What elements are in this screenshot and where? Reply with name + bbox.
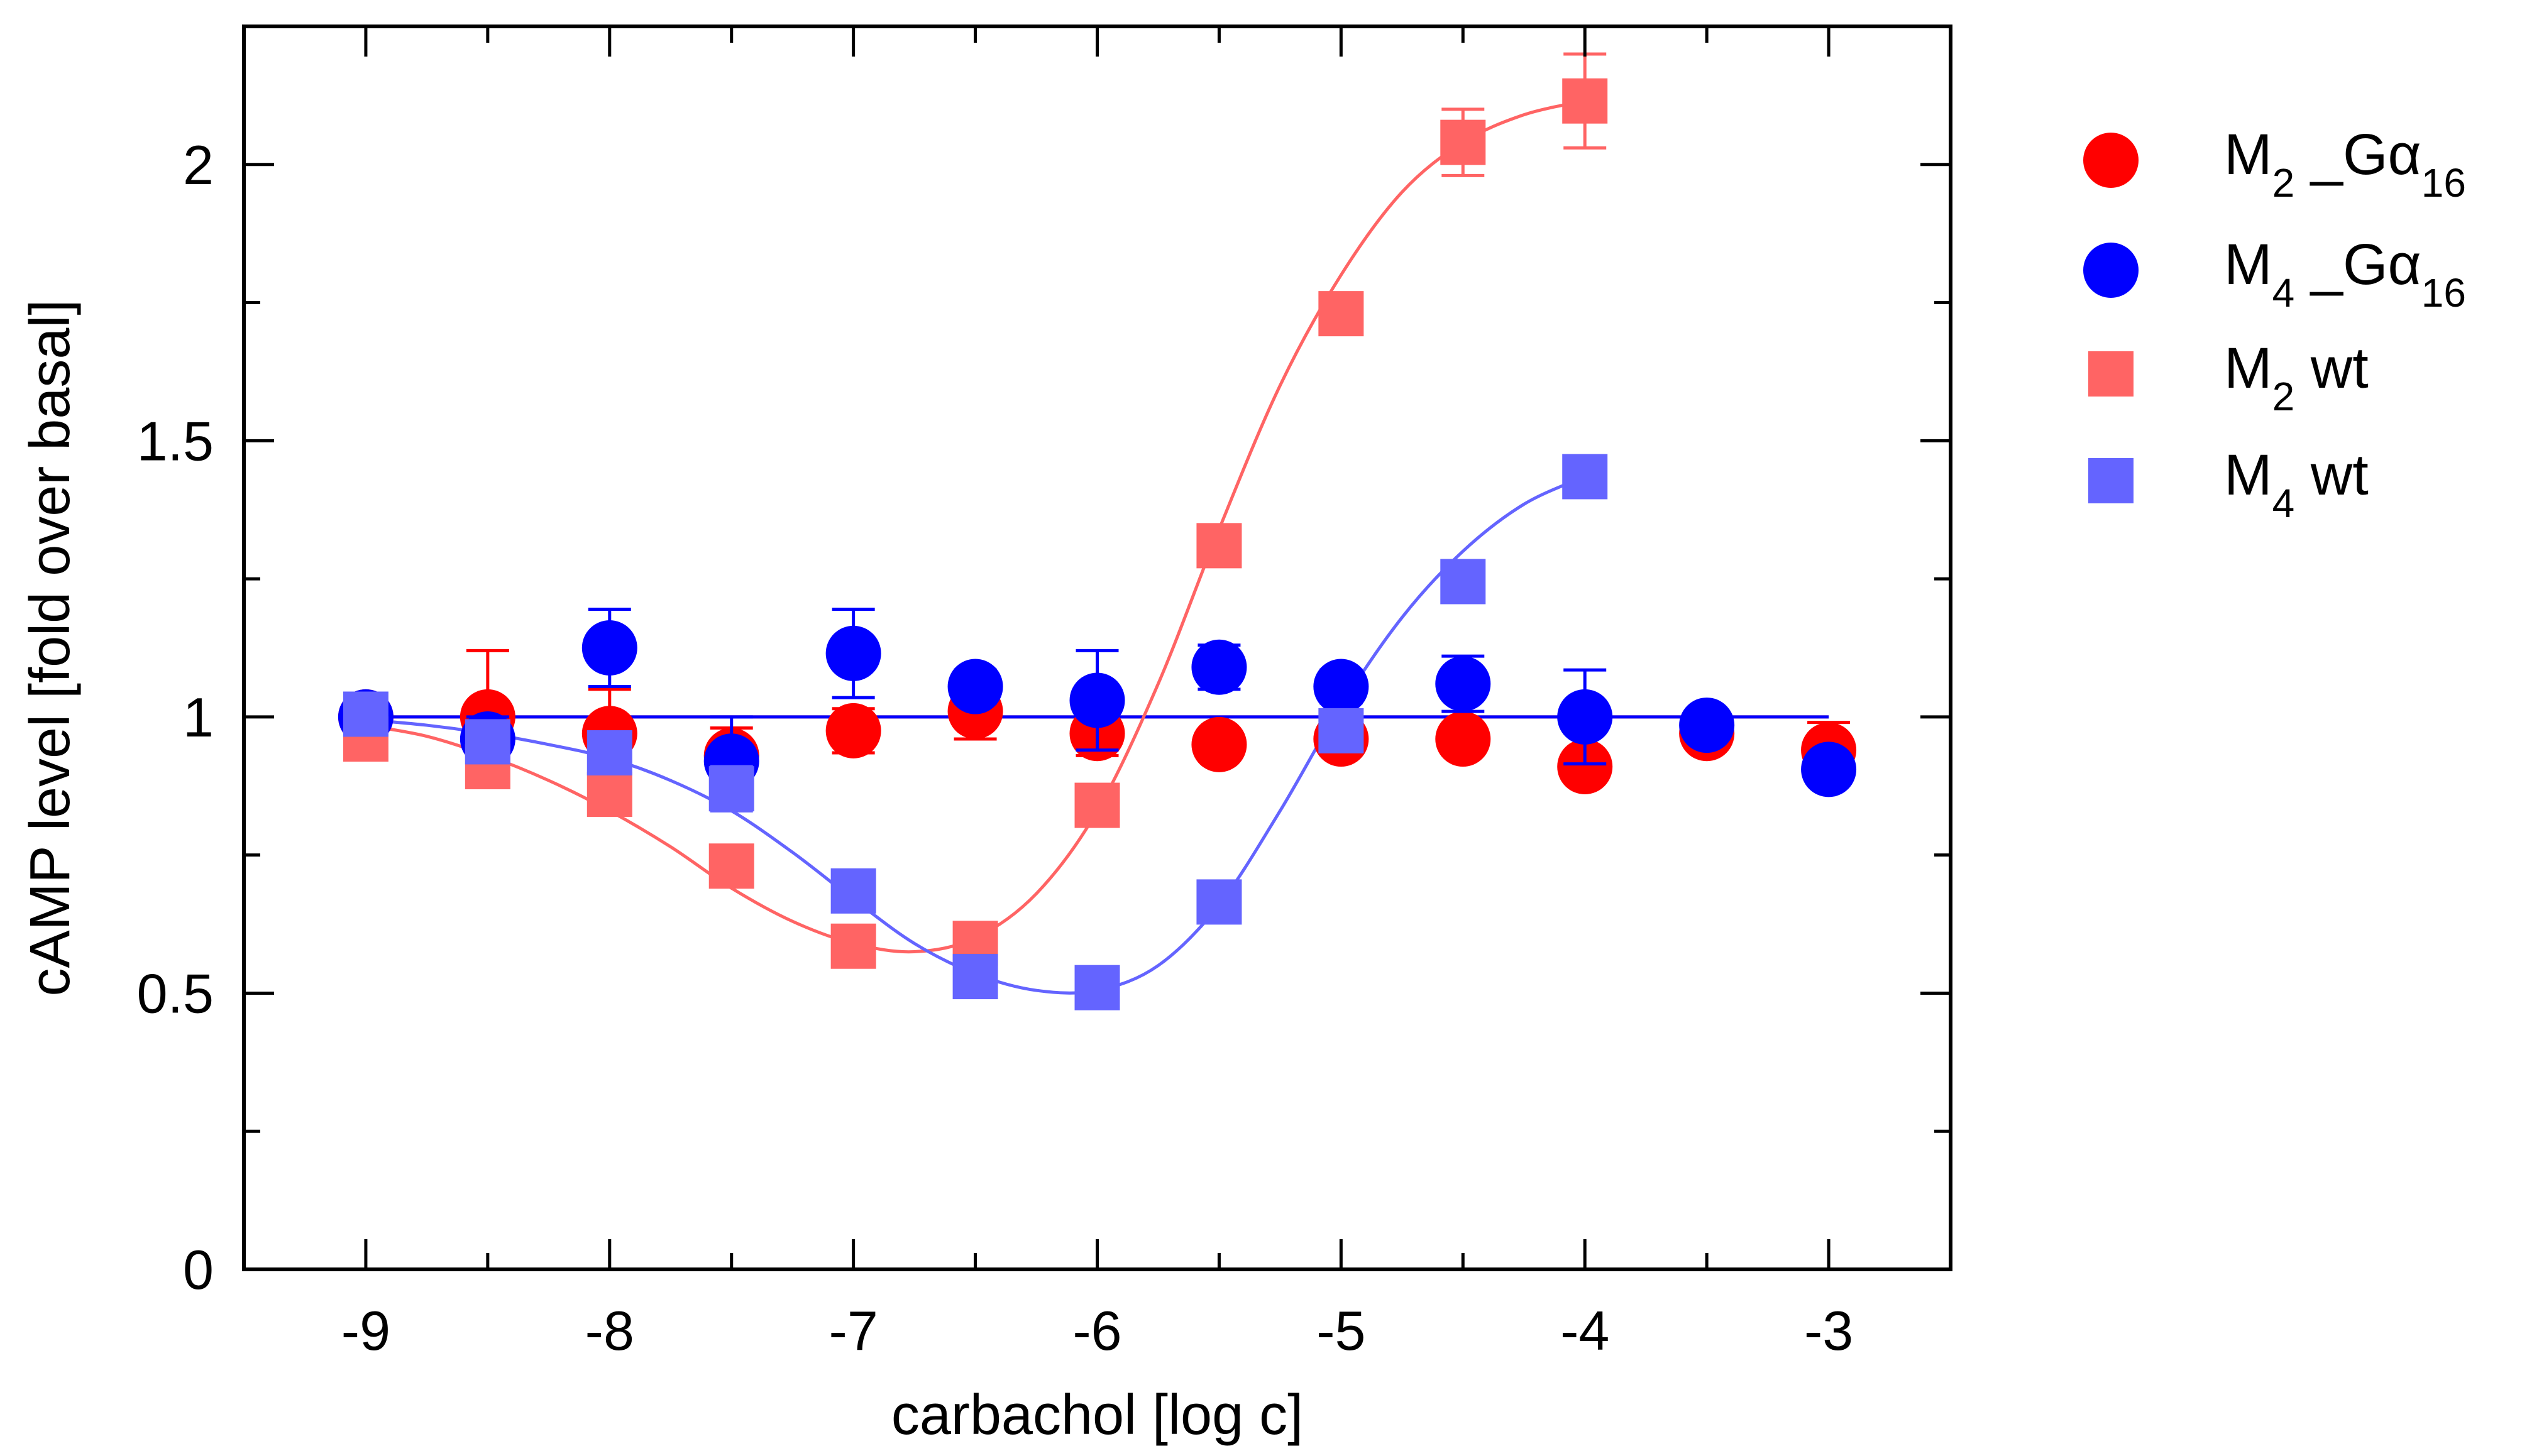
x-tick-label: -5 bbox=[1316, 1300, 1365, 1362]
legend-label-sub2: 16 bbox=[2421, 270, 2466, 315]
legend-label-main: M bbox=[2224, 336, 2272, 400]
legend-label: M2 _Gα16 bbox=[2224, 123, 2466, 205]
data-point bbox=[708, 843, 754, 889]
x-tick-label: -8 bbox=[585, 1300, 634, 1362]
legend-label-main: M bbox=[2224, 123, 2272, 187]
data-point bbox=[586, 771, 632, 817]
legend-label: M4 _Gα16 bbox=[2224, 233, 2466, 315]
legend-label-sub: 4 bbox=[2272, 270, 2295, 315]
data-point bbox=[581, 620, 637, 676]
data-point bbox=[708, 766, 754, 812]
plot-area bbox=[338, 52, 1857, 1010]
legend-label-mid: wt bbox=[2294, 336, 2369, 400]
data-point bbox=[830, 868, 876, 914]
data-point bbox=[1313, 659, 1369, 714]
legend-label: M2 wt bbox=[2224, 336, 2369, 419]
legend-marker bbox=[2083, 133, 2139, 188]
data-point bbox=[1562, 78, 1608, 124]
data-point bbox=[825, 703, 881, 758]
data-point bbox=[830, 923, 876, 969]
legend-label-mid: wt bbox=[2294, 443, 2369, 507]
data-point bbox=[1557, 689, 1613, 745]
legend-label-sub: 2 bbox=[2272, 160, 2295, 205]
legend-label-sub2: 16 bbox=[2421, 160, 2466, 205]
data-point bbox=[1318, 291, 1364, 337]
data-point bbox=[947, 659, 1003, 714]
data-point bbox=[1679, 698, 1735, 753]
x-tick-label: -9 bbox=[341, 1300, 390, 1362]
data-point bbox=[1191, 639, 1247, 695]
data-point bbox=[1435, 711, 1491, 767]
legend-label-mid: _Gα bbox=[2294, 233, 2421, 297]
y-axis: 0 0.5 1 1.5 2 bbox=[137, 25, 1951, 1301]
data-point bbox=[952, 954, 998, 1000]
legend-label-main: M bbox=[2224, 233, 2272, 297]
data-point bbox=[1196, 523, 1242, 569]
data-point bbox=[1440, 559, 1486, 605]
data-point bbox=[1069, 672, 1125, 728]
data-point bbox=[1801, 742, 1857, 797]
data-point bbox=[343, 691, 388, 737]
data-point bbox=[1074, 965, 1120, 1010]
data-point bbox=[1562, 454, 1608, 500]
legend-marker bbox=[2088, 458, 2134, 503]
data-point bbox=[1074, 782, 1120, 828]
data-point bbox=[1196, 879, 1242, 925]
data-point bbox=[1191, 716, 1247, 772]
x-tick-label: -6 bbox=[1072, 1300, 1121, 1362]
legend-label-main: M bbox=[2224, 443, 2272, 507]
x-axis-title: carbachol [log c] bbox=[891, 1384, 1303, 1447]
y-tick-label: 2 bbox=[183, 134, 214, 196]
y-tick-label: 0 bbox=[183, 1239, 214, 1301]
legend-marker bbox=[2083, 243, 2139, 298]
x-tick-label: -4 bbox=[1560, 1300, 1609, 1362]
y-tick-label: 1 bbox=[183, 686, 214, 748]
x-tick-label: -7 bbox=[829, 1300, 878, 1362]
legend-marker bbox=[2088, 351, 2134, 397]
data-point bbox=[586, 730, 632, 776]
data-point bbox=[1435, 656, 1491, 712]
y-axis-title: cAMP level [fold over basal] bbox=[19, 300, 82, 997]
data-point bbox=[1318, 708, 1364, 753]
legend-label: M4 wt bbox=[2224, 443, 2369, 526]
y-tick-label: 0.5 bbox=[137, 962, 214, 1024]
data-point bbox=[1557, 739, 1613, 795]
data-point bbox=[465, 719, 510, 765]
y-tick-label: 1.5 bbox=[137, 410, 214, 472]
legend-label-mid: _Gα bbox=[2294, 123, 2421, 187]
data-point bbox=[1440, 119, 1486, 165]
legend-label-sub: 2 bbox=[2272, 374, 2295, 419]
x-axis: -9 -8 -7 -6 -5 -4 -3 bbox=[341, 26, 1853, 1362]
legend-label-sub: 4 bbox=[2272, 481, 2295, 526]
x-tick-label: -3 bbox=[1804, 1300, 1853, 1362]
data-point bbox=[825, 625, 881, 681]
